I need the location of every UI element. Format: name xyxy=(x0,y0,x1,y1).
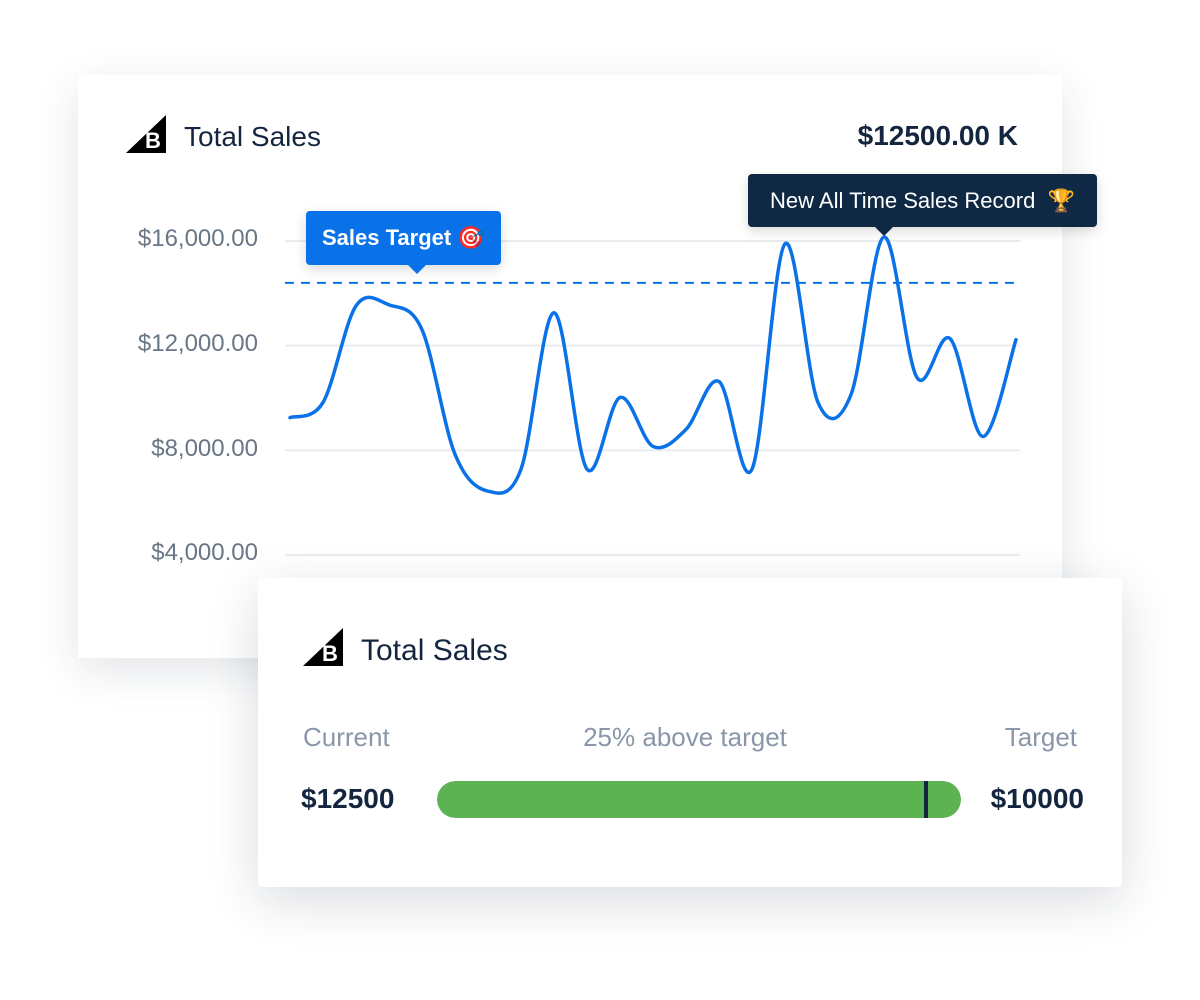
total-sales-value: $12500.00 K xyxy=(857,120,1018,151)
chart-title: Total Sales xyxy=(184,121,321,152)
y-tick-label: $4,000.00 xyxy=(151,539,258,566)
current-value: $12500 xyxy=(301,783,395,814)
svg-text:B: B xyxy=(145,128,161,153)
sales-line-chart xyxy=(285,235,1020,556)
current-label: Current xyxy=(303,722,390,752)
sales-record-tooltip: New All Time Sales Record 🏆 xyxy=(748,174,1097,236)
progress-bar-fill xyxy=(437,781,961,818)
progress-title: Total Sales xyxy=(361,634,508,667)
target-marker xyxy=(924,781,929,818)
total-sales-chart-card: B Total Sales $12500.00 K $16,000.00 $12… xyxy=(78,75,1097,658)
sales-target-label: Sales Target xyxy=(322,225,452,250)
svg-text:B: B xyxy=(322,641,338,666)
y-tick-label: $12,000.00 xyxy=(137,330,258,357)
total-sales-progress-card: B Total Sales Current 25% above target T… xyxy=(258,578,1122,887)
sales-target-tooltip: Sales Target 🎯 xyxy=(306,211,501,274)
y-tick-label: $8,000.00 xyxy=(151,435,258,462)
sales-line-series xyxy=(288,235,1018,495)
progress-status: 25% above target xyxy=(583,722,787,752)
bigcommerce-logo-icon: B xyxy=(126,115,166,153)
bigcommerce-logo-icon: B xyxy=(303,628,343,666)
y-tick-label: $16,000.00 xyxy=(137,225,258,252)
trophy-icon: 🏆 xyxy=(1047,188,1075,213)
sales-record-label: New All Time Sales Record xyxy=(770,188,1036,213)
target-icon: 🎯 xyxy=(457,225,485,250)
target-value: $10000 xyxy=(990,783,1084,814)
progress-bar xyxy=(437,781,961,818)
target-label: Target xyxy=(1004,722,1077,752)
